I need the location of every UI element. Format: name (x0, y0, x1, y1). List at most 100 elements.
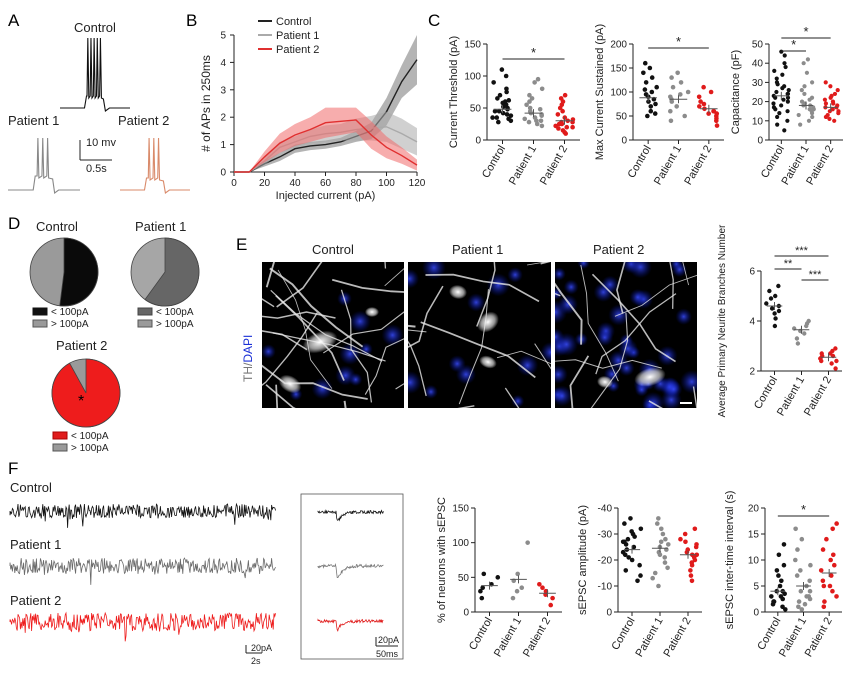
data-point (799, 87, 804, 93)
panel-a-patient1-label: Patient 1 (8, 113, 59, 128)
data-point (660, 531, 666, 537)
micro-title-p1: Patient 1 (452, 242, 503, 257)
control-ap-trace (60, 37, 130, 112)
data-point (831, 562, 837, 568)
data-point (675, 70, 680, 76)
data-point (775, 122, 780, 127)
trace-p1-long (9, 557, 276, 585)
legend-gt100-p2: > 100pA (71, 443, 109, 454)
legend-lt100-p1: < 100pA (156, 307, 194, 318)
dapi-nucleus (629, 262, 652, 279)
data-point (769, 594, 774, 599)
data-point (506, 116, 511, 122)
data-point (785, 91, 791, 97)
th-neurite (277, 269, 333, 389)
th-neurite (580, 264, 619, 382)
data-point (775, 114, 780, 120)
data-point (777, 583, 783, 589)
th-neurite (276, 262, 323, 308)
data-point (641, 70, 646, 76)
data-point (492, 108, 498, 114)
panel-letter-e: E (236, 235, 247, 254)
b-xtick-label: 0 (231, 178, 237, 189)
xtick-label: Patient 1 (652, 144, 684, 188)
data-point (495, 96, 500, 101)
th-neurite (569, 355, 590, 408)
dapi-nucleus (349, 310, 371, 333)
inset-trace-control (317, 509, 384, 522)
data-point (829, 93, 834, 98)
data-point (685, 89, 691, 95)
pie-p2-significance: * (78, 393, 84, 410)
data-point (828, 84, 833, 89)
panel-d-pies: Control Patient 1 Patient 2 < 100pA > 10… (29, 219, 200, 454)
data-point (678, 80, 684, 85)
pie-patient2-title: Patient 2 (56, 338, 107, 353)
data-point (783, 64, 788, 70)
ytick-label: 50 (616, 112, 628, 123)
b-ytick-label: 1 (220, 140, 226, 151)
data-point (771, 105, 777, 110)
data-point (807, 578, 812, 584)
data-point (794, 573, 800, 578)
dapi-nucleus (680, 370, 697, 394)
data-point (809, 95, 815, 100)
data-point (830, 588, 835, 594)
data-point (683, 539, 688, 545)
data-point (495, 575, 501, 580)
dapi-nucleus (448, 355, 466, 373)
dapi-nucleus (619, 333, 634, 348)
b-xtick-label: 60 (320, 178, 332, 189)
dapi-nucleus (507, 267, 523, 283)
xtick-label: Control (755, 616, 783, 653)
data-point (781, 97, 786, 102)
scale-bar-voltage: 10 mv (86, 137, 116, 149)
data-point (668, 108, 673, 114)
th-neurite (275, 384, 279, 408)
data-point (776, 573, 781, 578)
legend-swatch-gt100-p2 (52, 443, 68, 452)
data-point (478, 588, 483, 594)
data-point (764, 301, 769, 306)
data-point (506, 98, 512, 103)
data-point (504, 112, 510, 117)
data-point (831, 101, 836, 106)
data-point (799, 99, 805, 104)
data-point (772, 311, 777, 316)
xtick-label: Patient 2 (802, 375, 834, 419)
data-point (767, 288, 772, 294)
th-neurite (384, 262, 387, 269)
dapi-nucleus (423, 384, 438, 399)
th-cell-body (597, 375, 613, 389)
data-point (628, 516, 633, 521)
data-point (779, 103, 784, 108)
trace-label-p1: Patient 1 (10, 537, 61, 552)
data-point (785, 95, 791, 100)
th-neurite (555, 282, 583, 345)
patient1-ap-trace (8, 137, 80, 194)
b-legend-1: Patient 1 (276, 30, 319, 42)
data-point (515, 571, 520, 577)
data-point (697, 104, 702, 109)
data-point (771, 101, 776, 106)
xtick-label: Control (609, 616, 637, 653)
data-point (499, 67, 505, 72)
data-point (508, 113, 514, 118)
ylabel: sEPSC amplitude (pA) (577, 505, 589, 615)
data-point (558, 96, 564, 101)
inset-box (300, 493, 404, 660)
xtick-label: Patient 2 (682, 144, 714, 188)
stain-dapi: DAPI (241, 335, 255, 363)
th-neurite (343, 400, 347, 408)
dapi-nucleus (422, 262, 446, 280)
data-point (480, 585, 486, 591)
data-point (825, 112, 830, 118)
th-neurite (457, 405, 475, 408)
data-point (810, 80, 815, 85)
data-point (658, 539, 664, 545)
b-xtick-label: 40 (289, 178, 301, 189)
dapi-nucleus (516, 354, 539, 377)
